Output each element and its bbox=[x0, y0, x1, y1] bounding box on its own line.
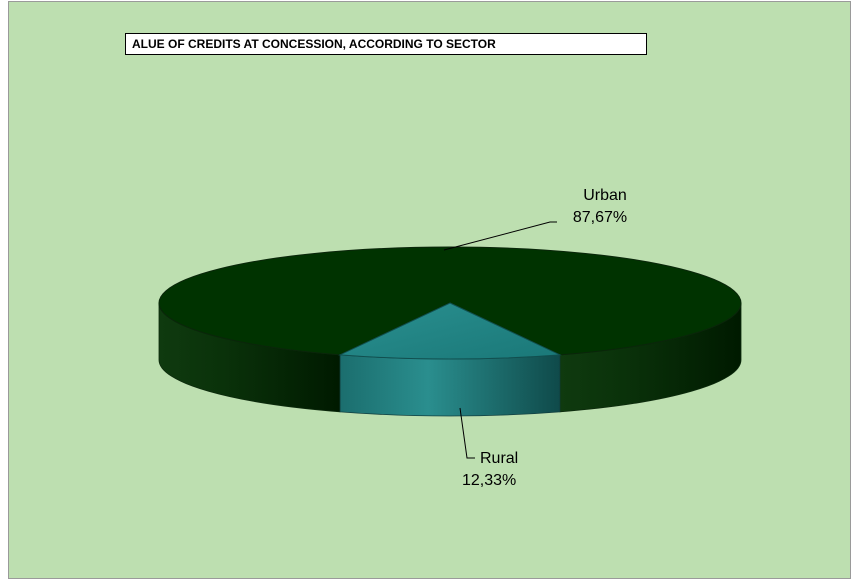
chart-title: ALUE OF CREDITS AT CONCESSION, ACCORDING… bbox=[125, 33, 647, 55]
rural-side bbox=[339, 354, 561, 417]
chart-area: Urban 87,67% Rural 12,33% ALUE OF CREDIT… bbox=[8, 1, 851, 579]
rural-value-label: 12,33% bbox=[462, 472, 516, 489]
urban-category-label: Urban bbox=[583, 187, 627, 204]
rural-slice-top bbox=[338, 302, 562, 360]
urban-value-label: 87,67% bbox=[573, 209, 627, 226]
urban-label: Urban 87,67% bbox=[443, 187, 627, 251]
urban-leader-line bbox=[443, 221, 557, 251]
pie-chart: Urban 87,67% Rural 12,33% bbox=[158, 187, 742, 489]
rural-label: Rural 12,33% bbox=[459, 407, 518, 489]
urban-slice-top bbox=[158, 246, 742, 356]
rural-leader-line bbox=[459, 407, 475, 459]
rural-category-label: Rural bbox=[480, 450, 518, 467]
